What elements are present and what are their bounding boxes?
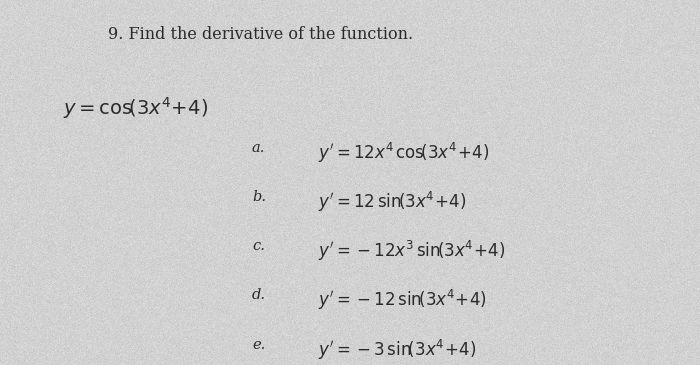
Text: $y' = -12\,\mathrm{sin}\!\left(3x^4\!+\!4\right)$: $y' = -12\,\mathrm{sin}\!\left(3x^4\!+\!…: [318, 288, 487, 312]
Text: b.: b.: [252, 190, 266, 204]
Text: a.: a.: [252, 141, 265, 154]
Text: $y' = 12\,\mathrm{sin}\!\left(3x^4\!+\!4\right)$: $y' = 12\,\mathrm{sin}\!\left(3x^4\!+\!4…: [318, 190, 467, 214]
Text: $y = \mathrm{cos}\!\left(3x^4\!+\!4\right)$: $y = \mathrm{cos}\!\left(3x^4\!+\!4\righ…: [63, 95, 209, 121]
Text: e.: e.: [252, 338, 265, 351]
Text: c.: c.: [252, 239, 265, 253]
Text: $y' = -3\,\mathrm{sin}\!\left(3x^4\!+\!4\right)$: $y' = -3\,\mathrm{sin}\!\left(3x^4\!+\!4…: [318, 338, 477, 362]
Text: $y' = -12x^3\,\mathrm{sin}\!\left(3x^4\!+\!4\right)$: $y' = -12x^3\,\mathrm{sin}\!\left(3x^4\!…: [318, 239, 506, 263]
Text: 9. Find the derivative of the function.: 9. Find the derivative of the function.: [108, 26, 414, 43]
Text: $y' = 12x^4\,\mathrm{cos}\!\left(3x^4\!+\!4\right)$: $y' = 12x^4\,\mathrm{cos}\!\left(3x^4\!+…: [318, 141, 490, 165]
Text: d.: d.: [252, 288, 266, 302]
